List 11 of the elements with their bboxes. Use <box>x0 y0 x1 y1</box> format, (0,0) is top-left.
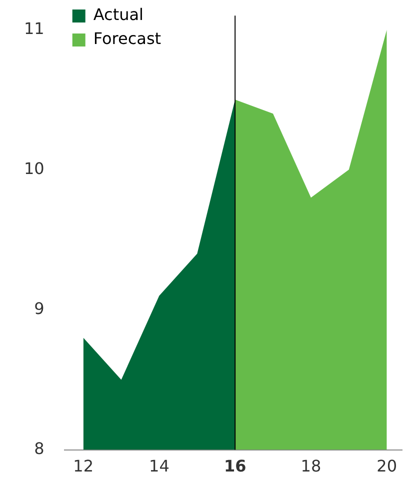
y-tick-label: 9 <box>34 298 44 318</box>
x-tick-label: 16 <box>224 456 246 476</box>
y-tick-label: 10 <box>24 158 44 178</box>
y-tick-label: 11 <box>24 18 44 38</box>
y-tick-label: 8 <box>34 438 44 458</box>
x-tick-label: 14 <box>149 456 170 476</box>
x-tick-label: 20 <box>376 456 398 476</box>
x-tick-label: 12 <box>73 456 94 476</box>
legend-label: Actual <box>93 5 144 24</box>
legend-label: Forecast <box>93 29 162 48</box>
x-tick-label: 18 <box>300 456 322 476</box>
